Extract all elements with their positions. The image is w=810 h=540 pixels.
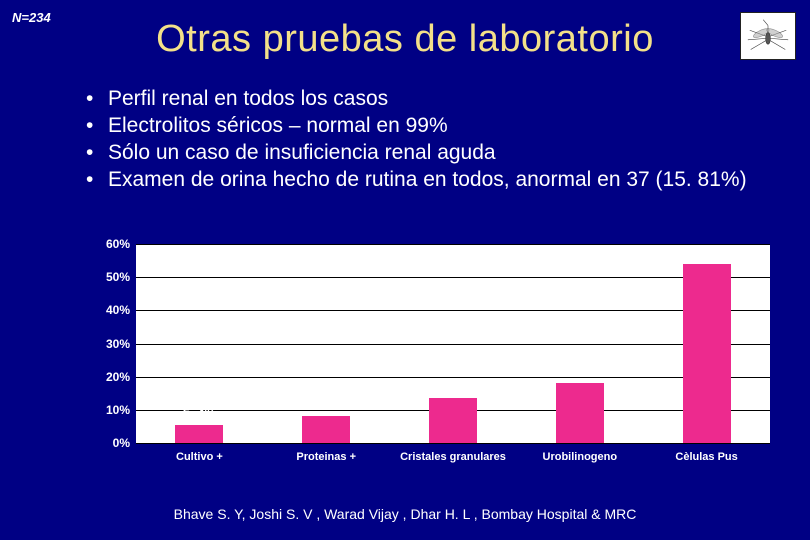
- bar: [556, 383, 604, 443]
- bar: [302, 416, 350, 443]
- x-tick-label: Cultivo +: [176, 451, 223, 463]
- bar-value-label: 5. 4%: [183, 406, 216, 425]
- bar-value-label: 54. 05%: [683, 245, 731, 264]
- bullet-item: •Sólo un caso de insuficiencia renal agu…: [86, 140, 780, 167]
- bullet-text: Perfil renal en todos los casos: [108, 86, 780, 113]
- y-tick-label: 20%: [86, 370, 130, 384]
- bullet-text: Electrolitos séricos – normal en 99%: [108, 113, 780, 140]
- citation: Bhave S. Y, Joshi S. V , Warad Vijay , D…: [0, 506, 810, 522]
- y-tick-label: 30%: [86, 337, 130, 351]
- y-tick-label: 0%: [86, 436, 130, 450]
- grid-line: [136, 277, 770, 278]
- y-tick-label: 60%: [86, 237, 130, 251]
- grid-line: [136, 377, 770, 378]
- bullet-item: •Perfil renal en todos los casos: [86, 86, 780, 113]
- mosquito-icon: [740, 12, 796, 60]
- x-tick-label: Urobilinogeno: [543, 451, 618, 463]
- bar: [683, 264, 731, 443]
- bullet-item: •Examen de orina hecho de rutina en todo…: [86, 167, 780, 194]
- x-tick-label: Cèlulas Pus: [675, 451, 737, 463]
- y-tick-label: 50%: [86, 270, 130, 284]
- bullet-item: •Electrolitos séricos – normal en 99%: [86, 113, 780, 140]
- y-tick-label: 10%: [86, 403, 130, 417]
- bullet-dot: •: [86, 167, 108, 194]
- grid-line: [136, 344, 770, 345]
- bar-chart: 0% 10% 20% 30% 40% 50% 60% 5. 4% Cultivo + 8. 1% P…: [86, 240, 776, 475]
- x-tick-label: Cristales granulares: [400, 451, 506, 463]
- slide-title: Otras pruebas de laboratorio: [0, 18, 810, 61]
- bullet-dot: •: [86, 140, 108, 167]
- grid-line: [136, 244, 770, 245]
- x-tick-label: Proteinas +: [296, 451, 356, 463]
- bar-value-label: 18. 19%: [556, 364, 604, 383]
- bullet-list: •Perfil renal en todos los casos•Electro…: [86, 86, 780, 194]
- grid-line: [136, 310, 770, 311]
- grid-line: [136, 443, 770, 444]
- y-tick-label: 40%: [86, 303, 130, 317]
- bullet-text: Sólo un caso de insuficiencia renal agud…: [108, 140, 780, 167]
- bar: [175, 425, 223, 443]
- bar: [429, 398, 477, 443]
- bar-value-label: 8. 1%: [310, 397, 343, 416]
- bar-value-label: 13. 51%: [429, 379, 477, 398]
- bullet-text: Examen de orina hecho de rutina en todos…: [108, 167, 780, 194]
- bullet-dot: •: [86, 86, 108, 113]
- bullet-dot: •: [86, 113, 108, 140]
